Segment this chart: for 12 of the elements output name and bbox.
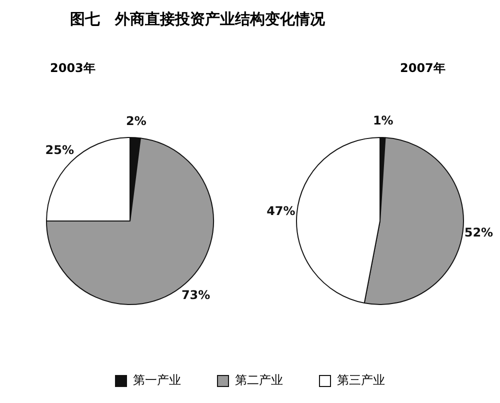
chart-subtitle: 2007年 bbox=[400, 60, 446, 76]
legend-label: 第二产业 bbox=[235, 372, 283, 389]
data-label: 73% bbox=[181, 288, 210, 302]
legend-label: 第三产业 bbox=[337, 372, 385, 389]
data-label: 47% bbox=[266, 204, 296, 218]
data-label: 2% bbox=[126, 114, 146, 128]
data-label: 25% bbox=[45, 142, 74, 157]
legend-label: 第一产业 bbox=[133, 372, 181, 389]
data-label: 52% bbox=[464, 226, 494, 240]
chart-subtitle: 2003年 bbox=[50, 60, 96, 76]
data-label: 1% bbox=[372, 114, 394, 128]
chart-title: 图七 外商直接投资产业结构变化情况 bbox=[70, 10, 325, 29]
